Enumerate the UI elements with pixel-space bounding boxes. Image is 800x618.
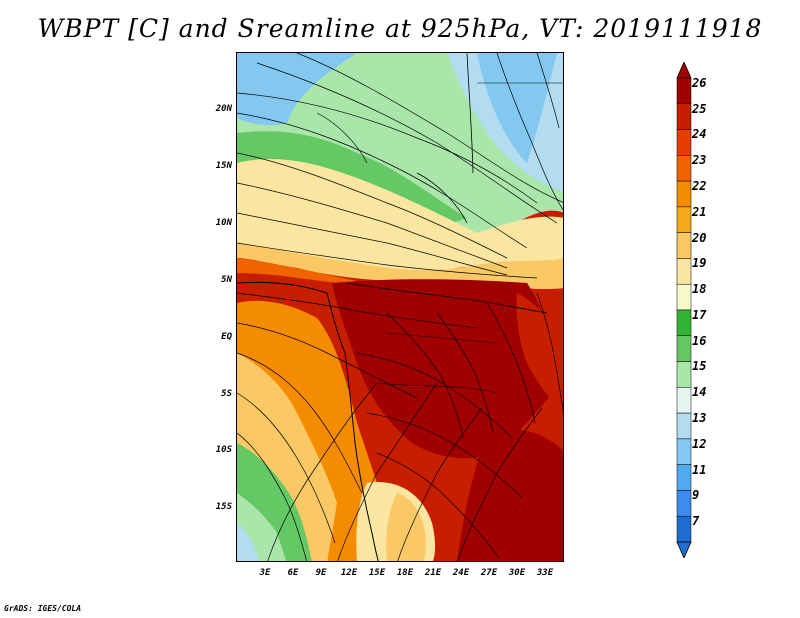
colorbar-segment: [676, 515, 692, 543]
lon-label-24e: 24E: [452, 568, 470, 578]
colorbar-segment: [676, 438, 692, 465]
colorbar-min-arrow: [676, 541, 692, 558]
lon-label-15e: 15E: [368, 568, 386, 578]
colorbar-label: 22: [692, 178, 707, 193]
lat-label-15n: 15N: [215, 161, 232, 171]
map-title: WBPT [C] and Sreamline at 925hPa, VT: 20…: [37, 14, 763, 43]
lon-label-9e: 9E: [315, 568, 327, 578]
colorbar-label: 12: [692, 436, 707, 451]
colorbar-segment: [676, 464, 692, 491]
lon-label-12e: 12E: [340, 568, 358, 578]
colorbar-segment: [676, 490, 692, 517]
lon-label-21e: 21E: [424, 568, 442, 578]
colorbar-segment: [676, 258, 692, 285]
colorbar-segment: [676, 206, 692, 233]
colorbar-label: 21: [692, 204, 707, 219]
colorbar-segment: [676, 129, 692, 156]
colorbar-label: 15: [692, 359, 707, 374]
colorbar-label: 11: [692, 462, 707, 477]
colorbar-label: 18: [692, 282, 707, 297]
colorbar-label: 23: [692, 153, 707, 168]
lat-label-5s: 5S: [221, 389, 232, 399]
grads-credit: GrADS: IGES/COLA: [4, 604, 82, 613]
colorbar-label: 16: [692, 333, 707, 348]
colorbar-segment: [676, 155, 692, 182]
colorbar-segment: [676, 387, 692, 414]
map-panel: [236, 52, 564, 562]
colorbar-label: 24: [692, 127, 707, 142]
colorbar-label: 20: [692, 230, 707, 245]
lon-label-18e: 18E: [396, 568, 414, 578]
colorbar-segment: [676, 77, 692, 105]
lat-label-10s: 10S: [215, 445, 232, 455]
colorbar-segment: [676, 180, 692, 208]
colorbar-segment: [676, 283, 692, 311]
lon-label-33e: 33E: [536, 568, 554, 578]
colorbar-segment: [676, 232, 692, 259]
lon-label-3e: 3E: [259, 568, 271, 578]
colorbar-label: 25: [692, 101, 707, 116]
colorbar-label: 7: [692, 514, 700, 529]
colorbar-label: 13: [692, 410, 707, 425]
lon-label-27e: 27E: [480, 568, 498, 578]
colorbar-segment: [676, 412, 692, 440]
colorbar-segment: [676, 335, 692, 362]
colorbar-label: 19: [692, 256, 707, 271]
colorbar-segment: [676, 361, 692, 388]
lat-label-5n: 5N: [221, 275, 232, 285]
colorbar-segment: [676, 103, 692, 130]
colorbar-label: 17: [692, 307, 707, 322]
colorbar-segment: [676, 309, 692, 337]
colorbar-label: 9: [692, 488, 700, 503]
colorbar-label: 14: [692, 385, 707, 400]
wbpt-field-map: [237, 53, 563, 561]
lat-label-10n: 10N: [215, 218, 232, 228]
lat-label-20n: 20N: [215, 104, 232, 114]
colorbar-label: 26: [692, 75, 707, 90]
lat-label-15s: 15S: [215, 502, 232, 512]
colorbar-max-arrow: [676, 62, 692, 79]
lon-label-30e: 30E: [508, 568, 526, 578]
lon-label-6e: 6E: [287, 568, 299, 578]
colorbar: [676, 62, 692, 558]
lat-label-eq: EQ: [221, 332, 232, 342]
